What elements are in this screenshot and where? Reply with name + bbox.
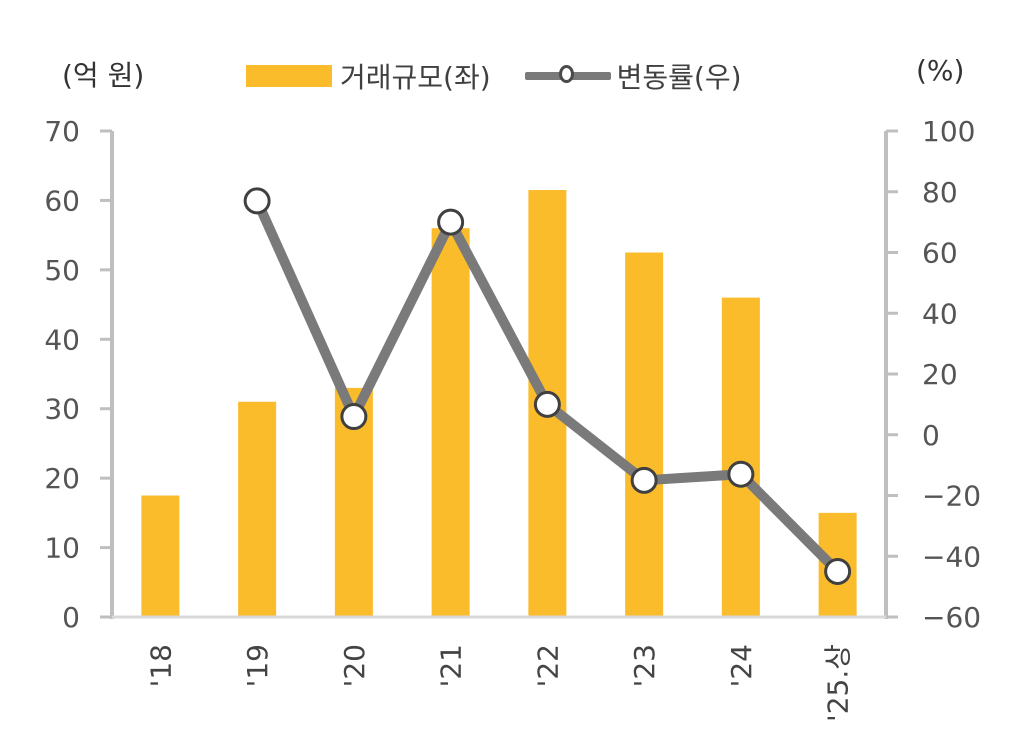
circle-marker-icon — [558, 65, 574, 83]
x-tick-label: '24 — [725, 644, 758, 687]
line-marker — [727, 460, 755, 488]
left-tick-label: 0 — [62, 601, 80, 634]
right-tick-label: 80 — [922, 176, 958, 209]
right-tick-label: −40 — [922, 540, 981, 573]
right-tick-label: 60 — [922, 237, 958, 270]
right-tick-label: −20 — [922, 480, 981, 513]
left-tick-label: 30 — [44, 393, 80, 426]
left-tick-label: 70 — [44, 115, 80, 148]
left-tick-label: 10 — [44, 532, 80, 565]
left-tick-label: 20 — [44, 462, 80, 495]
x-tick-label: '23 — [628, 644, 661, 687]
legend-bar-label: 거래규모(좌) — [340, 61, 491, 94]
line-marker — [437, 208, 465, 236]
left-axis-unit: (억 원) — [62, 59, 145, 92]
x-tick-label: '21 — [435, 644, 468, 687]
x-tick-label: '22 — [531, 644, 564, 687]
left-tick-label: 50 — [44, 254, 80, 287]
legend-line-swatch — [524, 65, 611, 87]
legend-line-label: 변동률(우) — [616, 61, 742, 94]
right-tick-label: 20 — [922, 358, 958, 391]
x-tick-label: '19 — [241, 644, 274, 687]
bar-6 — [721, 297, 760, 617]
line-marker — [243, 187, 271, 215]
right-tick-label: 100 — [922, 115, 975, 148]
x-tick-label: '20 — [338, 644, 371, 687]
legend-bar-swatch — [246, 65, 332, 87]
line-marker — [533, 390, 561, 418]
right-tick-label: −60 — [922, 601, 981, 634]
bar-3 — [431, 228, 470, 617]
legend: 거래규모(좌) 변동률(우) — [246, 56, 742, 96]
bar-0 — [141, 495, 180, 617]
line-marker — [630, 466, 658, 494]
x-tick-label: '25.상 — [822, 644, 855, 722]
bar-5 — [625, 252, 664, 617]
line-marker — [824, 557, 852, 585]
left-tick-label: 40 — [44, 323, 80, 356]
right-tick-label: 0 — [922, 419, 940, 452]
right-tick-label: 40 — [922, 297, 958, 330]
right-axis-unit: (%) — [916, 54, 965, 87]
bar-1 — [238, 401, 277, 617]
x-tick-label: '18 — [144, 644, 177, 687]
line-marker — [340, 403, 368, 431]
left-tick-label: 60 — [44, 184, 80, 217]
